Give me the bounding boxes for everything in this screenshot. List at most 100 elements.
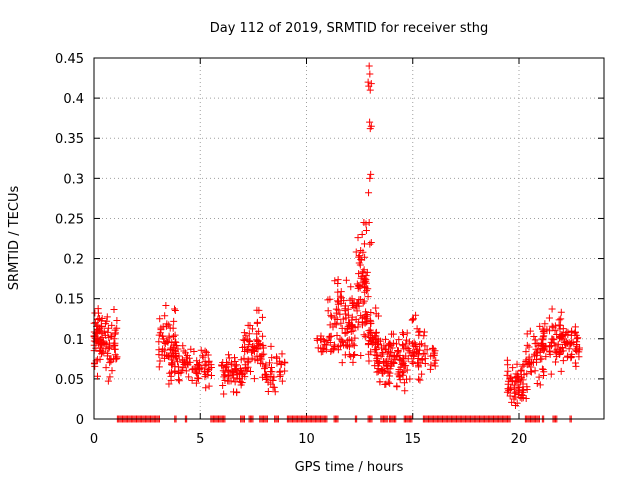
data-point [195,359,203,367]
data-point [542,342,550,350]
data-point [225,354,233,362]
x-tick-label: 0 [90,432,98,447]
data-point [536,381,544,389]
data-point [360,218,368,226]
data-point [365,82,373,90]
data-point [168,359,176,367]
data-point [541,320,549,328]
data-point [368,334,376,342]
data-point [171,305,179,313]
data-point [555,316,563,324]
data-point [367,308,375,316]
x-axis-label: GPS time / hours [295,460,404,475]
data-point [354,323,362,331]
data-point [269,376,277,384]
data-point [156,357,164,365]
data-point [253,306,261,314]
data-point [427,361,435,369]
data-point [242,332,250,340]
data-point [364,78,372,86]
data-point [374,312,382,320]
data-point [337,319,345,327]
data-point [381,381,389,389]
data-point [98,330,106,338]
data-point [523,341,531,349]
data-point [101,320,109,328]
data-point [194,375,202,383]
data-point [97,317,105,325]
data-point [540,327,548,335]
data-point [101,331,109,339]
data-point [241,361,249,369]
data-point [567,331,575,339]
data-point [526,327,534,335]
data-point [535,373,543,381]
data-point [523,383,531,391]
data-point [333,309,341,317]
data-point [159,332,167,340]
data-point [363,268,371,276]
data-point [522,348,530,356]
data-point [236,366,244,374]
data-point [406,375,414,383]
data-point [339,315,347,323]
data-point [268,364,276,372]
data-point [355,282,363,290]
data-point [357,351,365,359]
data-point [192,379,200,387]
data-point [573,348,581,356]
data-point [348,336,356,344]
data-point [418,340,426,348]
data-point [94,326,102,334]
data-point [382,335,390,343]
data-point [155,331,163,339]
data-point [331,314,339,322]
data-point [408,316,416,324]
data-point [111,330,119,338]
data-point [350,342,358,350]
data-point [386,340,394,348]
data-point [414,354,422,362]
data-point [94,315,102,323]
data-point [571,359,579,367]
data-point [377,344,385,352]
data-point [278,350,286,358]
data-point [220,390,228,398]
data-point [273,359,281,367]
data-point [175,377,183,385]
data-point [219,382,227,390]
data-point [112,329,120,337]
data-point [197,346,205,354]
data-point [192,368,200,376]
y-tick-label: 0.45 [55,52,84,67]
data-point [168,339,176,347]
data-point [516,378,524,386]
data-point [202,348,210,356]
data-point [325,333,333,341]
data-point [355,270,363,278]
data-point [334,297,342,305]
data-point [365,189,373,197]
data-point [258,313,266,321]
data-point [347,327,355,335]
data-point [372,304,380,312]
data-point [277,360,285,368]
data-point [261,363,269,371]
data-point [276,367,284,375]
data-point [527,368,535,376]
data-point [170,317,178,325]
data-point [324,337,332,345]
data-point [344,342,352,350]
data-point [367,328,375,336]
data-point [194,374,202,382]
data-point [506,392,514,400]
data-point [359,269,367,277]
data-point [513,399,521,407]
data-point [104,324,112,332]
data-point [527,367,535,375]
data-point [427,352,435,360]
data-point [375,340,383,348]
data-point [352,302,360,310]
data-point [162,302,170,310]
